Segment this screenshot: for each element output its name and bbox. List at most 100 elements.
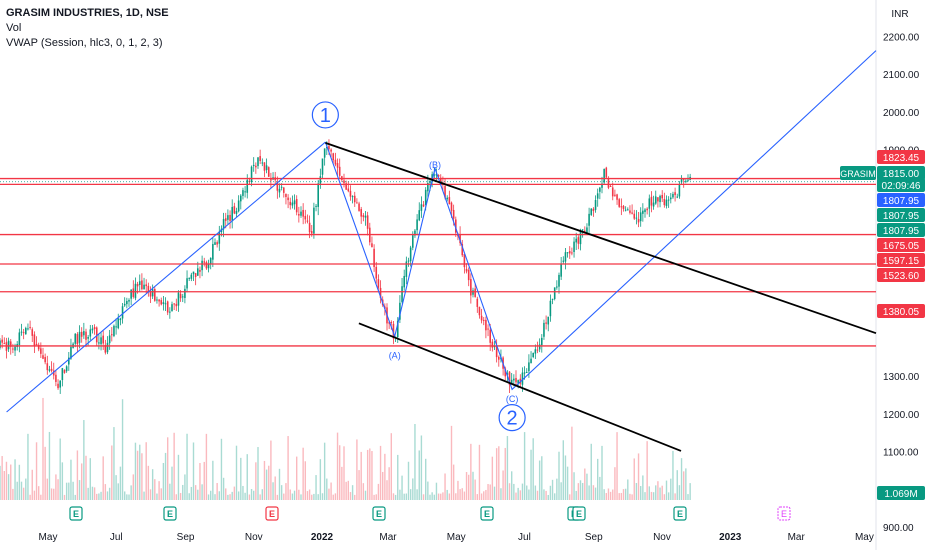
- candle-body: [493, 346, 496, 348]
- wave-label[interactable]: 1: [320, 105, 331, 127]
- candle-body: [433, 174, 436, 176]
- candle-body: [405, 261, 408, 277]
- volume-bar: [48, 431, 51, 500]
- elliott-wave-line[interactable]: [6, 141, 326, 413]
- candle-body: [160, 300, 163, 305]
- price-badge[interactable]: [877, 253, 925, 267]
- price-badge[interactable]: [877, 208, 925, 222]
- candle-body: [568, 251, 571, 254]
- price-badge[interactable]: [877, 178, 925, 192]
- wave-label[interactable]: (B): [429, 160, 441, 170]
- volume-bar: [397, 454, 399, 500]
- volume-bar: [349, 492, 352, 500]
- candle-body: [586, 227, 588, 233]
- volume-indicator-label[interactable]: Vol: [6, 22, 22, 34]
- channel-trend-line[interactable]: [325, 142, 877, 335]
- volume-bar: [670, 478, 672, 500]
- earnings-event-marker[interactable]: [572, 506, 586, 521]
- volume-bar: [566, 466, 569, 500]
- price-badge[interactable]: [877, 304, 925, 318]
- candle-body: [399, 302, 401, 320]
- volume-bar: [0, 465, 1, 500]
- volume-bar: [164, 452, 167, 500]
- candle-body: [558, 274, 560, 287]
- price-badge[interactable]: [877, 166, 925, 180]
- candle-body: [465, 268, 468, 272]
- volume-bar: [465, 472, 468, 500]
- earnings-event-marker[interactable]: [69, 506, 83, 521]
- symbol-tag[interactable]: [840, 166, 876, 180]
- volume-bar: [646, 441, 648, 500]
- candle-body: [659, 195, 661, 203]
- volume-bar: [637, 453, 640, 500]
- candle-body: [487, 328, 489, 330]
- candle-body: [338, 166, 341, 176]
- candle-body: [252, 164, 255, 167]
- price-badge-label: 1675.05: [883, 241, 920, 252]
- price-badge[interactable]: [877, 150, 925, 164]
- vwap-indicator-label[interactable]: VWAP (Session, hlc3, 0, 1, 2, 3): [6, 37, 163, 49]
- earnings-event-label: E: [576, 509, 582, 519]
- price-badge[interactable]: [877, 193, 925, 207]
- volume-bar: [554, 493, 556, 500]
- candle-body: [59, 380, 61, 388]
- volume-bar: [427, 481, 429, 500]
- volume-bar: [416, 489, 418, 500]
- earnings-event-marker[interactable]: [265, 506, 279, 521]
- volume-bar: [302, 447, 304, 500]
- volume-bar: [401, 475, 403, 500]
- candle-body: [231, 206, 233, 221]
- price-badge[interactable]: [877, 238, 925, 252]
- wave-label[interactable]: 2: [507, 408, 518, 430]
- candle-body: [614, 194, 616, 196]
- volume-bar: [233, 486, 236, 500]
- volume-bar: [326, 478, 328, 500]
- volume-bar: [517, 487, 519, 500]
- candle-body: [584, 230, 586, 232]
- candle-body: [151, 289, 154, 297]
- candle-body: [14, 346, 16, 351]
- candle-body: [521, 372, 524, 385]
- candle-body: [409, 247, 412, 262]
- price-badge[interactable]: [877, 223, 925, 237]
- volume-bar: [564, 455, 567, 500]
- candle-body: [65, 366, 68, 372]
- candle-body: [420, 204, 423, 211]
- candle-body: [560, 263, 562, 277]
- volume-bar: [306, 491, 309, 500]
- volume-bar: [296, 456, 298, 500]
- earnings-event-marker[interactable]: [163, 506, 177, 521]
- volume-bar: [274, 476, 276, 500]
- volume-bar: [278, 468, 281, 500]
- candle-body: [392, 323, 395, 339]
- upcoming-earnings-label: E: [781, 509, 787, 519]
- earnings-event-marker[interactable]: [480, 506, 494, 521]
- volume-bar: [57, 479, 59, 500]
- candle-body: [218, 231, 221, 244]
- volume-bar: [661, 485, 663, 500]
- elliott-wave-line[interactable]: [324, 50, 877, 391]
- volume-bar: [40, 494, 42, 500]
- candle-body: [407, 260, 410, 262]
- candle-body: [55, 374, 57, 382]
- wave-label[interactable]: (A): [389, 350, 401, 360]
- price-badge[interactable]: [877, 268, 925, 282]
- candle-body: [470, 279, 472, 296]
- volume-bar: [620, 492, 623, 500]
- volume-bar: [584, 468, 586, 500]
- earnings-event-marker[interactable]: [372, 506, 386, 521]
- wave-label[interactable]: (C): [506, 394, 519, 404]
- candle-body: [353, 195, 356, 203]
- volume-bar: [536, 490, 539, 500]
- earnings-event-marker[interactable]: [673, 506, 687, 521]
- channel-trend-line[interactable]: [358, 322, 682, 452]
- price-badge[interactable]: [877, 486, 925, 500]
- volume-bar: [276, 494, 279, 500]
- volume-bar: [169, 483, 171, 500]
- candle-body: [0, 340, 1, 348]
- candle-body: [164, 303, 167, 305]
- upcoming-earnings-marker[interactable]: [777, 506, 791, 521]
- volume-bar: [446, 489, 448, 500]
